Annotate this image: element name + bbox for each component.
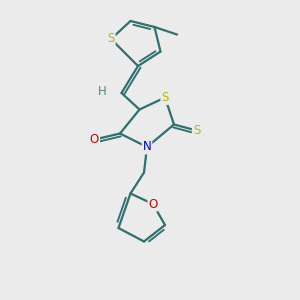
Text: O: O bbox=[90, 133, 99, 146]
Text: H: H bbox=[98, 85, 106, 98]
Text: S: S bbox=[161, 91, 169, 104]
Text: O: O bbox=[148, 197, 158, 211]
Text: N: N bbox=[142, 140, 152, 154]
Text: S: S bbox=[107, 32, 115, 46]
Text: S: S bbox=[193, 124, 200, 137]
